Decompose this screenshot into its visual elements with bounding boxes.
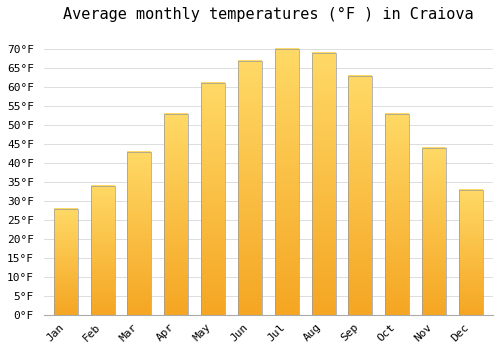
Bar: [164, 114, 188, 315]
Bar: [201, 83, 225, 315]
Bar: [275, 49, 299, 315]
Bar: [422, 148, 446, 315]
Bar: [238, 61, 262, 315]
Bar: [54, 209, 78, 315]
Title: Average monthly temperatures (°F ) in Craiova: Average monthly temperatures (°F ) in Cr…: [63, 7, 474, 22]
Bar: [459, 190, 483, 315]
Bar: [90, 186, 114, 315]
Bar: [386, 114, 409, 315]
Bar: [348, 76, 372, 315]
Bar: [312, 53, 336, 315]
Bar: [128, 152, 152, 315]
